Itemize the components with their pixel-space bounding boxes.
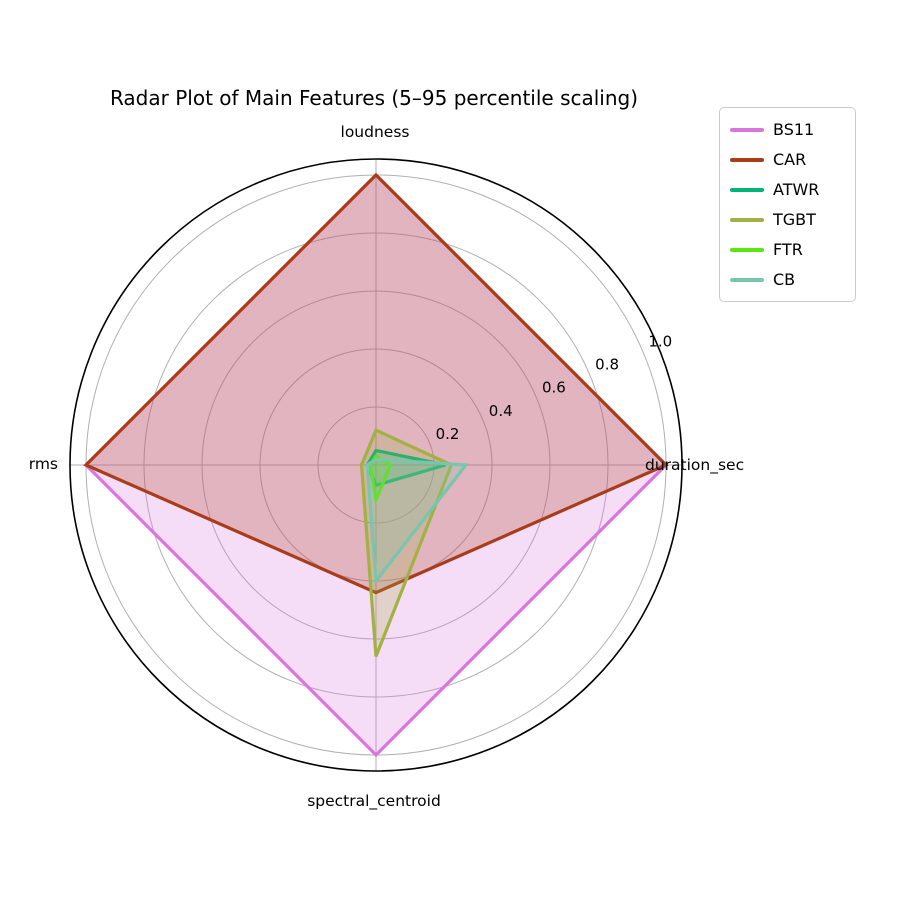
legend-label: CAR xyxy=(773,150,807,169)
legend-label: TGBT xyxy=(773,210,816,229)
legend-swatch-icon xyxy=(730,247,764,252)
legend-item-CAR: CAR xyxy=(730,149,843,170)
radial-tick-label: 0.2 xyxy=(436,425,460,443)
legend-item-TGBT: TGBT xyxy=(730,209,843,230)
legend-swatch-icon xyxy=(730,157,764,162)
legend-item-FTR: FTR xyxy=(730,239,843,260)
legend-label: FTR xyxy=(773,240,803,259)
radial-tick-label: 0.8 xyxy=(595,356,619,374)
legend-swatch-icon xyxy=(730,217,764,222)
radial-tick-label: 1.0 xyxy=(648,332,672,350)
outer-circle xyxy=(69,158,683,772)
legend-item-BS11: BS11 xyxy=(730,119,843,140)
series-polygon-CAR xyxy=(83,172,669,595)
radial-tick-label: 0.4 xyxy=(489,402,513,420)
legend-label: BS11 xyxy=(773,120,815,139)
axis-label-spectral_centroid: spectral_centroid xyxy=(307,792,441,811)
radial-tick-label: 0.6 xyxy=(542,379,566,397)
axis-label-rms: rms xyxy=(29,455,58,473)
axis-label-duration_sec: duration_sec xyxy=(645,456,744,475)
series-polygon-CB xyxy=(365,457,470,586)
legend-swatch-icon xyxy=(730,127,764,132)
legend: BS11 CAR ATWR TGBT FTR CB xyxy=(719,107,856,302)
legend-label: CB xyxy=(773,270,796,289)
legend-label: ATWR xyxy=(773,180,820,199)
legend-item-ATWR: ATWR xyxy=(730,179,843,200)
legend-item-CB: CB xyxy=(730,269,843,290)
axis-label-loudness: loudness xyxy=(341,123,410,141)
legend-swatch-icon xyxy=(730,277,764,282)
chart-title: Radar Plot of Main Features (5–95 percen… xyxy=(109,86,639,110)
legend-swatch-icon xyxy=(730,187,764,192)
